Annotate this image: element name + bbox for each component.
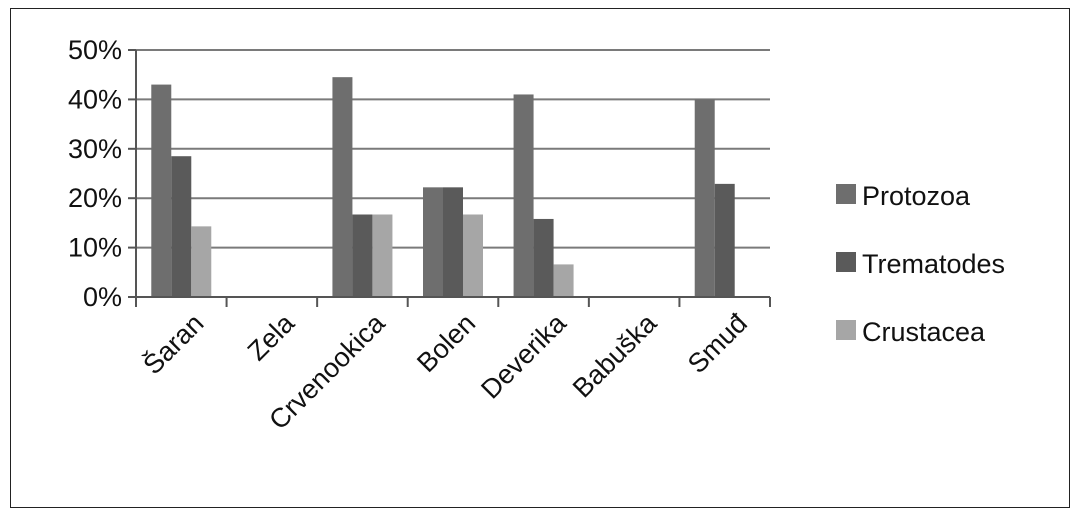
y-tick-labels: 0% 10% 20% 30% 40% 50% [68, 35, 122, 312]
x-category-label: Babuška [567, 307, 663, 403]
legend-label: Crustacea [862, 317, 986, 347]
y-tick-label: 20% [68, 183, 122, 213]
x-category-label: Šaran [137, 307, 210, 380]
bar-protozoa [513, 94, 534, 298]
bar-trematodes [352, 214, 373, 297]
bar-crustacea [463, 214, 483, 297]
bar-trematodes [171, 156, 192, 297]
bar-trematodes [714, 183, 735, 297]
y-tick-label: 30% [68, 134, 122, 164]
legend-swatch [836, 184, 856, 204]
bar-protozoa [332, 77, 353, 297]
bar-trematodes [443, 187, 463, 297]
legend-swatch [836, 320, 856, 340]
y-tick-label: 40% [68, 84, 122, 114]
gridlines [128, 49, 770, 298]
x-category-label: Smuđ [682, 308, 753, 379]
bar-crustacea [191, 226, 212, 297]
bar-trematodes [533, 218, 554, 297]
x-category-label: Deverika [475, 307, 572, 404]
bar-crustacea [372, 214, 393, 297]
legend-swatch [836, 252, 856, 272]
bars [151, 77, 735, 298]
y-tick-label: 50% [68, 35, 122, 65]
bar-crustacea [553, 264, 574, 297]
y-tick-label: 0% [83, 282, 122, 312]
bar-protozoa [694, 99, 715, 298]
legend-label: Trematodes [862, 249, 1005, 279]
legend: Protozoa Trematodes Crustacea [836, 181, 1005, 347]
x-category-label: Zela [242, 307, 301, 366]
bar-protozoa [151, 84, 172, 297]
legend-label: Protozoa [862, 181, 971, 211]
bar-protozoa [423, 187, 443, 297]
y-tick-label: 10% [68, 233, 122, 263]
x-category-label: Bolen [411, 308, 481, 378]
axes [135, 50, 771, 307]
